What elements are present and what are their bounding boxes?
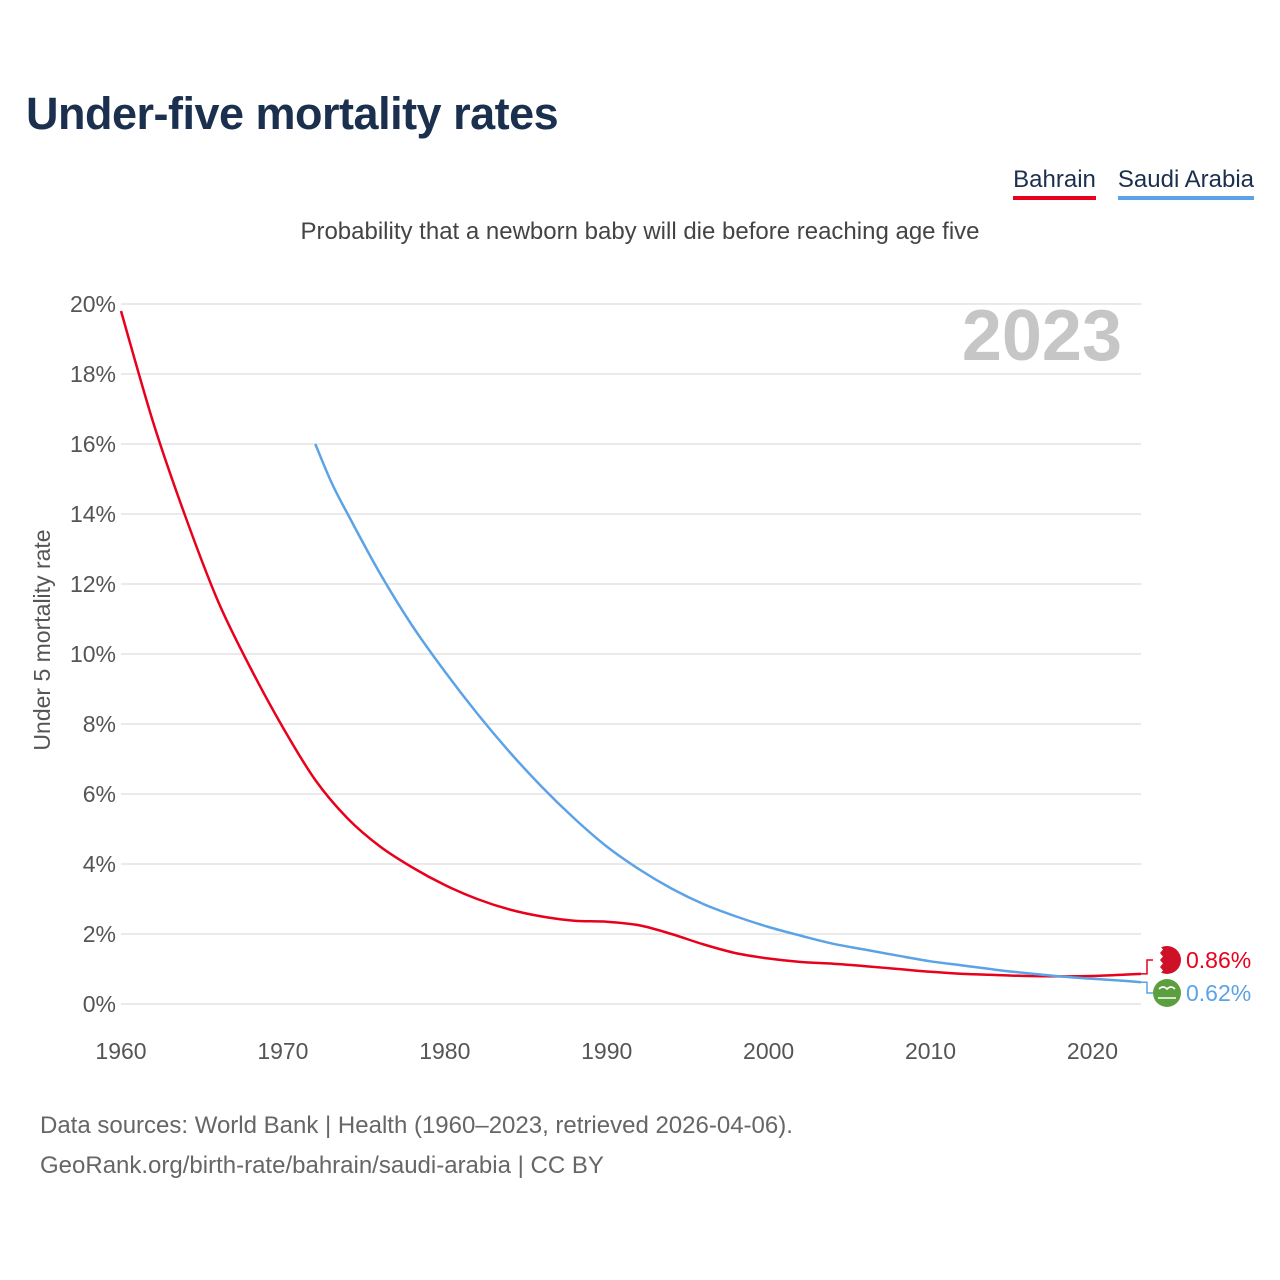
series-line-saudi-arabia[interactable] [314,443,1142,984]
end-labels: 0.86% 0.62% [1141,946,1251,1007]
footer-sources: Data sources: World Bank | Health (1960–… [40,1112,793,1139]
legend-item-bahrain[interactable]: Bahrain [1013,166,1096,200]
x-axis-ticks: 1960 1970 1980 1990 2000 2010 2020 [95,1038,1118,1064]
y-tick-label: 14% [70,501,116,527]
y-tick-label: 12% [70,571,116,597]
legend-item-saudi-arabia[interactable]: Saudi Arabia [1117,166,1254,200]
x-tick-label: 2010 [905,1038,956,1064]
footer-credit: GeoRank.org/birth-rate/bahrain/saudi-ara… [40,1152,604,1179]
end-connector [1141,959,1153,975]
chart-title: Under-five mortality rates [26,88,559,139]
x-tick-label: 1980 [419,1038,470,1064]
chart-subtitle: Probability that a newborn baby will die… [300,218,980,245]
y-tick-label: 4% [83,851,116,877]
x-tick-label: 2020 [1067,1038,1118,1064]
y-tick-label: 18% [70,361,116,387]
y-tick-label: 0% [83,991,116,1017]
x-tick-label: 1990 [581,1038,632,1064]
y-tick-label: 10% [70,641,116,667]
y-axis-ticks: 0% 2% 4% 6% 8% 10% 12% 14% 16% 18% 20% [70,291,116,1017]
end-connector [1141,981,1153,994]
series-lines [119,310,1142,984]
x-tick-label: 1960 [95,1038,146,1064]
y-tick-label: 16% [70,431,116,457]
bahrain-flag-icon [1153,946,1181,974]
end-value-label: 0.62% [1186,980,1251,1006]
y-tick-label: 2% [83,921,116,947]
footer: Data sources: World Bank | Health (1960–… [40,1106,793,1186]
saudi-arabia-flag-icon [1153,979,1181,1007]
y-tick-label: 6% [83,781,116,807]
x-tick-label: 1970 [257,1038,308,1064]
y-tick-label: 20% [70,291,116,317]
grid [121,303,1141,1005]
end-value-label: 0.86% [1186,947,1251,973]
series-line-bahrain[interactable] [119,310,1142,978]
legend: Bahrain Saudi Arabia [1013,166,1254,200]
x-tick-label: 2000 [743,1038,794,1064]
line-chart: 0% 2% 4% 6% 8% 10% 12% 14% 16% 18% 20% 1960 1970 198… [29,291,1251,1064]
y-axis-label: Under 5 mortality rate [29,529,55,750]
y-tick-label: 8% [83,711,116,737]
year-watermark: 2023 [962,296,1122,376]
